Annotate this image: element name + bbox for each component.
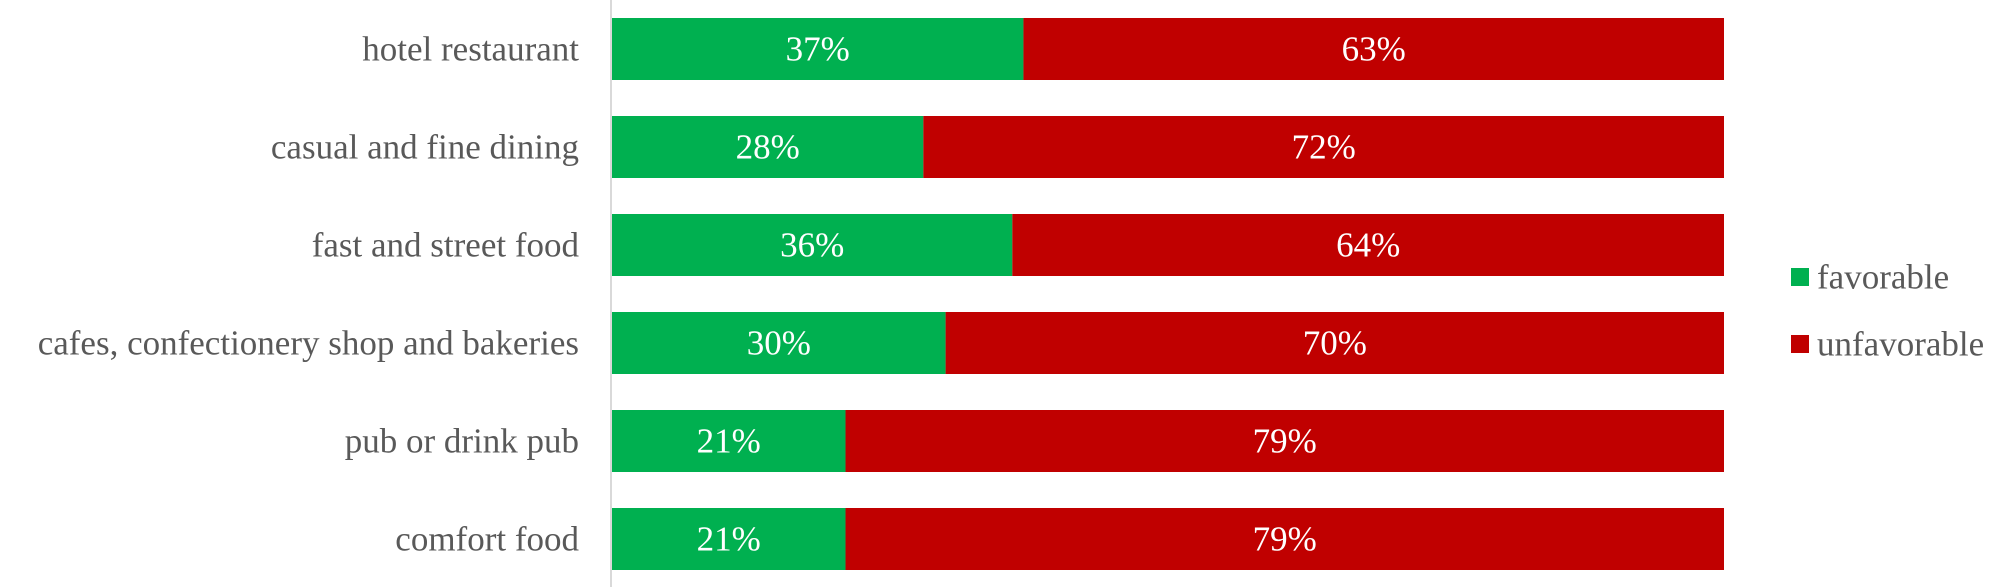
bar-segment-favorable [612, 214, 1013, 276]
bar-segment-unfavorable [845, 410, 1724, 472]
data-label: 79% [1253, 520, 1317, 559]
data-label: 64% [1336, 226, 1400, 265]
data-label: 36% [780, 226, 844, 265]
bar-segment-favorable [612, 508, 846, 570]
bar-segment-unfavorable [923, 116, 1724, 178]
bar-segment-favorable [612, 18, 1024, 80]
category-label: casual and fine dining [271, 128, 579, 167]
bar-segment-favorable [612, 116, 924, 178]
legend-swatch-favorable [1791, 268, 1809, 286]
bar-group: 37% 63% 28% 72% 36% 64% 30% 70% 21% 79% 21% 79% [612, 18, 1724, 570]
data-label: 37% [786, 30, 850, 69]
legend-label-favorable: favorable [1817, 258, 1949, 297]
bar-segment-favorable [612, 410, 846, 472]
bar-segment-unfavorable [845, 508, 1724, 570]
category-labels: hotel restaurant casual and fine dining fa… [38, 30, 580, 559]
bar-segment-unfavorable [1023, 18, 1724, 80]
data-label: 72% [1292, 128, 1356, 167]
legend: favorable unfavorable [1791, 258, 1984, 364]
data-label: 21% [697, 520, 761, 559]
bar-segment-unfavorable [945, 312, 1724, 374]
data-label: 30% [747, 324, 811, 363]
bar-segment-favorable [612, 312, 946, 374]
data-label: 28% [736, 128, 800, 167]
data-label: 21% [697, 422, 761, 461]
data-label: 79% [1253, 422, 1317, 461]
category-label: pub or drink pub [345, 422, 579, 461]
data-label: 63% [1342, 30, 1406, 69]
category-label: fast and street food [312, 226, 580, 265]
category-label: comfort food [395, 520, 579, 559]
category-label: cafes, confectionery shop and bakeries [38, 324, 579, 363]
bar-segment-unfavorable [1012, 214, 1724, 276]
legend-label-unfavorable: unfavorable [1817, 325, 1984, 364]
legend-swatch-unfavorable [1791, 335, 1809, 353]
category-label: hotel restaurant [362, 30, 579, 69]
data-label: 70% [1303, 324, 1367, 363]
